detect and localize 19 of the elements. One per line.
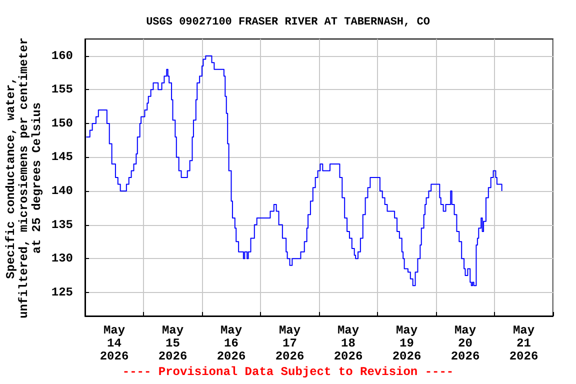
x-tick-label: May 15 2026 — [158, 324, 188, 364]
x-tick-label: May 16 2026 — [216, 324, 246, 364]
y-tick-label: 160 — [51, 48, 73, 63]
chart-title: USGS 09027100 FRASER RIVER AT TABERNASH, CO — [146, 16, 430, 28]
y-tick-label: 140 — [51, 184, 73, 198]
x-tick-label: May 21 2026 — [509, 324, 538, 364]
y-tick-label: 125 — [51, 285, 73, 300]
y-tick-label: 155 — [51, 82, 73, 97]
x-tick-label: May 20 2026 — [450, 324, 480, 364]
y-tick-label: 150 — [51, 116, 73, 130]
y-tick-label: 135 — [51, 218, 73, 232]
x-tick-label: May 18 2026 — [334, 324, 363, 364]
y-tick-label: 130 — [51, 252, 73, 266]
x-tick-label: May 14 2026 — [100, 324, 129, 364]
x-tick-label: May 17 2026 — [275, 324, 304, 364]
x-tick-label: May 19 2026 — [392, 324, 422, 364]
text: ---- Provisional Data Subject to Revision ---- — [122, 365, 454, 379]
y-axis-title: Specific conductance, water, unfiltered, microsiemens per centimeter at 25 degrees Celsius — [4, 38, 44, 318]
y-tick-label: 145 — [51, 150, 73, 164]
